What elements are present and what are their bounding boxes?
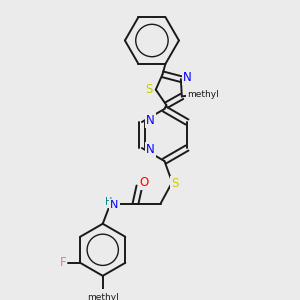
Text: methyl: methyl [87, 292, 119, 300]
Text: N: N [183, 71, 192, 84]
Text: H: H [105, 196, 112, 207]
Text: S: S [171, 177, 179, 190]
Text: O: O [140, 176, 149, 189]
Text: N: N [110, 200, 118, 210]
Text: N: N [146, 114, 155, 127]
Text: methyl: methyl [187, 90, 219, 99]
Text: S: S [145, 83, 153, 96]
Text: F: F [59, 256, 66, 269]
Text: N: N [146, 143, 155, 157]
